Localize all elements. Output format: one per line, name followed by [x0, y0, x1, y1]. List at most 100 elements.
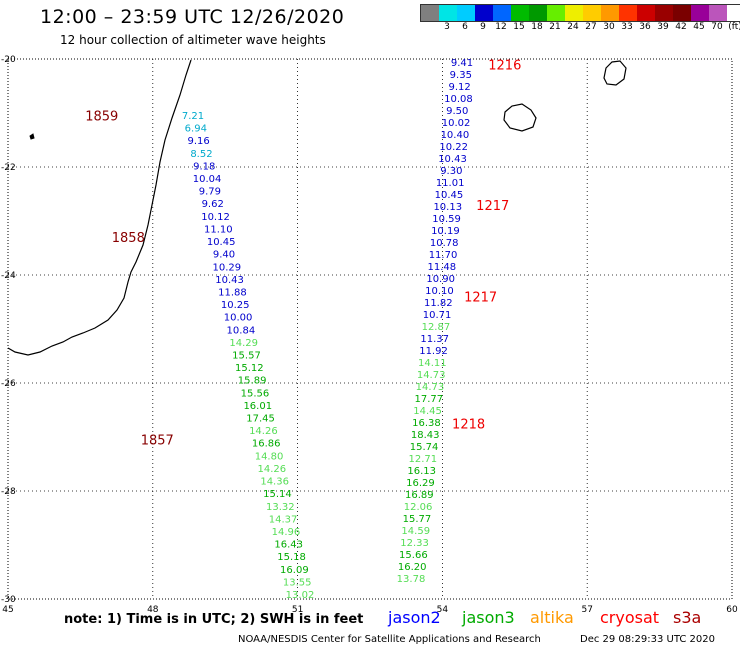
wave-height-value: 11.88: [218, 287, 247, 298]
x-tick-label: 57: [581, 605, 592, 615]
colorbar-swatch: [583, 5, 601, 21]
wave-height-value: 9.41: [451, 58, 473, 69]
reunion-island: [503, 103, 537, 132]
colorbar-label: 18: [531, 22, 543, 32]
x-tick-label: 48: [147, 605, 159, 615]
wave-height-value: 10.12: [201, 212, 230, 223]
colorbar-swatch: [709, 5, 727, 21]
colorbar-swatch: [511, 5, 529, 21]
legend-cryosat: cryosat: [600, 608, 660, 627]
wave-height-value: 16.38: [412, 418, 441, 429]
wave-height-value: 15.66: [399, 550, 428, 561]
wave-height-value: 9.79: [199, 187, 221, 198]
colorbar-label: 33: [621, 22, 633, 32]
colorbar-swatch: [439, 5, 457, 21]
wave-height-value: 10.40: [441, 130, 470, 141]
altimeter-tracks: 7.216.949.168.529.1810.049.799.6210.1211…: [182, 58, 473, 601]
wave-height-value: 12.87: [422, 322, 451, 333]
colorbar-label: 24: [567, 22, 579, 32]
legend-altika: altika: [530, 608, 574, 627]
axis-ticks: 45 48 51 54 57 60 -20 -22 -24 -26 -28 -30: [1, 55, 738, 615]
wave-height-value: 14.37: [269, 514, 298, 525]
wave-height-value: 14.11: [418, 358, 447, 369]
x-tick-label: 51: [292, 605, 303, 615]
wave-height-value: 10.22: [439, 142, 468, 153]
wave-height-value: 10.43: [438, 154, 467, 165]
x-tick-label: 54: [437, 605, 449, 615]
wave-height-value: 14.26: [249, 426, 278, 437]
y-tick-label: -28: [1, 487, 16, 497]
wave-height-value: 7.21: [182, 111, 204, 122]
map-title: 12:00 – 23:59 UTC 12/26/2020: [40, 6, 345, 28]
wave-height-value: 10.84: [227, 325, 256, 336]
wave-height-value: 14.36: [260, 477, 289, 488]
wave-height-value: 14.73: [416, 382, 445, 393]
wave-height-value: 12.33: [400, 538, 429, 549]
wave-height-value: 15.57: [232, 351, 261, 362]
wave-height-value: 10.00: [224, 313, 253, 324]
colorbar-swatch: [691, 5, 709, 21]
wave-height-value: 16.09: [280, 565, 309, 576]
wave-height-value: 16.13: [407, 466, 436, 477]
colorbar-label: 45: [693, 22, 705, 32]
wave-height-value: 12.06: [404, 502, 433, 513]
wave-height-value: 12.71: [409, 454, 438, 465]
footer-note: note: 1) Time is in UTC; 2) SWH is in fe…: [64, 612, 364, 627]
legend-s3a: s3a: [673, 608, 702, 627]
wave-height-value: 13.55: [283, 577, 312, 588]
wave-height-value: 10.04: [193, 174, 222, 185]
wave-height-value: 14.96: [272, 527, 301, 538]
colorbar-label: 9: [480, 22, 486, 32]
wave-height-value: 10.25: [221, 300, 250, 311]
colorbar-label: 12: [495, 22, 507, 32]
wave-height-value: 11.01: [436, 178, 465, 189]
wave-height-value: 16.29: [406, 478, 435, 489]
y-tick-label: -20: [1, 55, 16, 65]
colorbar-label: 39: [657, 22, 669, 32]
pass-time-label: 1858: [112, 231, 145, 246]
colorbar-swatch: [421, 5, 439, 21]
colorbar-swatch: [493, 5, 511, 21]
wave-height-value: 13.78: [397, 574, 426, 585]
small-island: [29, 133, 35, 140]
wave-height-value: 18.43: [411, 430, 440, 441]
colorbar-swatch: [619, 5, 637, 21]
colorbar-swatch: [655, 5, 673, 21]
wave-height-value: 10.19: [431, 226, 460, 237]
y-tick-label: -22: [1, 163, 16, 173]
legend-jason3: jason3: [462, 608, 515, 627]
wave-height-value: 9.18: [193, 161, 215, 172]
wave-height-value: 14.73: [417, 370, 446, 381]
y-tick-label: -30: [1, 595, 16, 605]
wave-height-value: 16.43: [274, 540, 303, 551]
colorbar-swatch: [637, 5, 655, 21]
wave-height-value: 14.45: [413, 406, 442, 417]
pass-time-label: 1859: [85, 110, 118, 125]
wave-height-value: 10.71: [423, 310, 452, 321]
footer-timestamp: Dec 29 08:29:33 UTC 2020: [580, 634, 715, 645]
wave-height-value: 14.29: [229, 338, 258, 349]
wave-height-value: 14.80: [255, 451, 284, 462]
footer-credit: NOAA/NESDIS Center for Satellite Applica…: [238, 634, 541, 645]
wave-height-value: 14.26: [258, 464, 287, 475]
wave-height-value: 15.74: [410, 442, 439, 453]
wave-height-value: 17.77: [414, 394, 443, 405]
colorbar-swatch: [475, 5, 493, 21]
wave-height-value: 10.45: [435, 190, 464, 201]
colorbar-label: 36: [639, 22, 651, 32]
wave-height-value: 9.16: [187, 136, 209, 147]
wave-height-value: 10.08: [444, 94, 473, 105]
colorbar-swatch: [457, 5, 475, 21]
wave-height-value: 16.01: [243, 401, 272, 412]
wave-height-value: 11.10: [204, 224, 233, 235]
map-frame: [7, 58, 733, 600]
madagascar-coast: [7, 59, 192, 356]
map-subtitle: 12 hour collection of altimeter wave hei…: [60, 33, 326, 47]
colorbar-swatch: [529, 5, 547, 21]
x-tick-label: 45: [2, 605, 13, 615]
pass-time-label: 1218: [452, 418, 485, 433]
wave-height-value: 9.62: [202, 199, 224, 210]
colorbar-swatch: [547, 5, 565, 21]
colorbar-label: 70: [711, 22, 723, 32]
